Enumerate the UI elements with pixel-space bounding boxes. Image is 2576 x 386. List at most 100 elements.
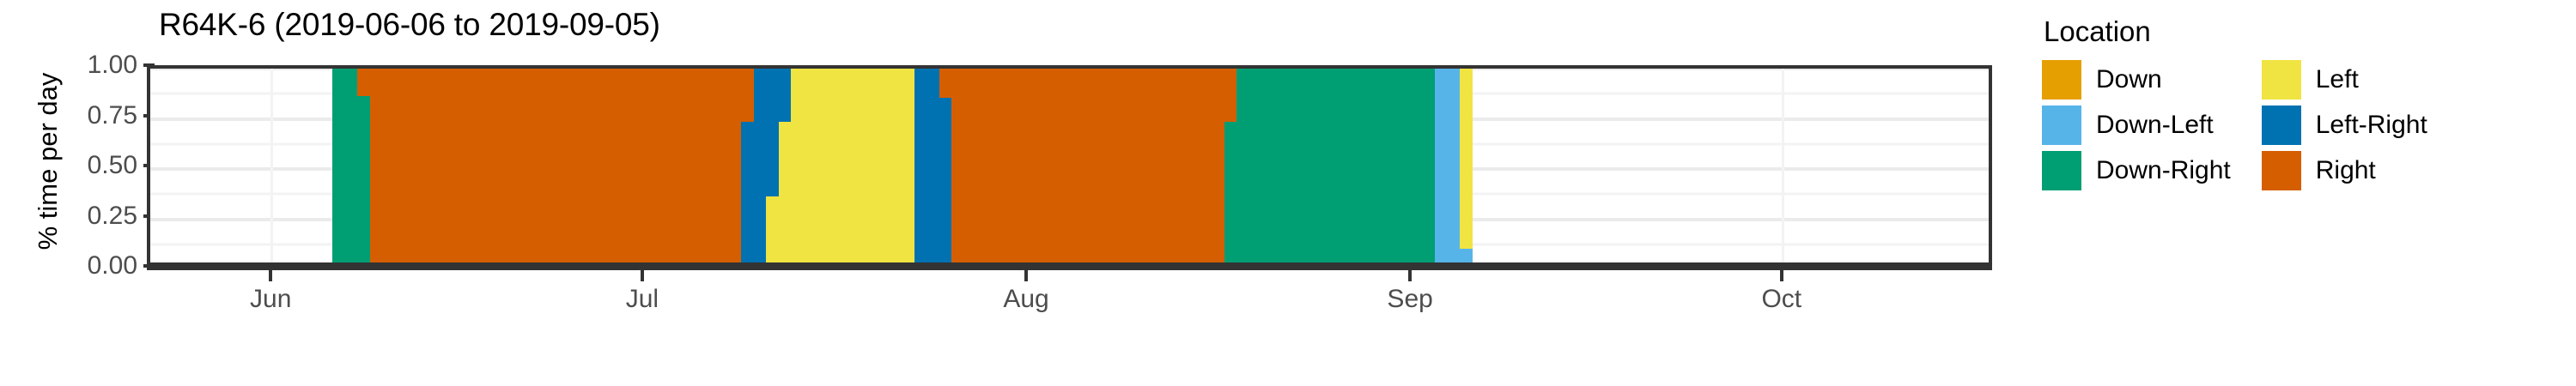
bar-column[interactable] bbox=[1273, 69, 1287, 262]
bar-segment[interactable] bbox=[1261, 69, 1275, 262]
bar-column[interactable] bbox=[344, 69, 358, 262]
bar-segment[interactable] bbox=[444, 69, 458, 262]
bar-segment[interactable] bbox=[1175, 69, 1188, 262]
bar-column[interactable] bbox=[531, 69, 544, 262]
bar-segment[interactable] bbox=[493, 69, 507, 262]
bar-segment[interactable] bbox=[468, 69, 482, 262]
bar-column[interactable] bbox=[1298, 69, 1312, 262]
bar-segment[interactable] bbox=[704, 69, 718, 262]
bar-segment[interactable] bbox=[828, 69, 841, 262]
bar-column[interactable] bbox=[1063, 69, 1077, 262]
legend-item[interactable]: Down bbox=[2042, 60, 2231, 100]
bar-segment[interactable] bbox=[419, 69, 433, 262]
bar-segment[interactable] bbox=[506, 69, 519, 262]
bar-segment[interactable] bbox=[1434, 69, 1448, 262]
bar-segment[interactable] bbox=[1249, 69, 1262, 262]
bar-column[interactable] bbox=[1249, 69, 1262, 262]
bar-segment[interactable] bbox=[1050, 69, 1064, 262]
bar-segment[interactable] bbox=[1348, 69, 1362, 262]
bar-column[interactable] bbox=[1162, 69, 1176, 262]
bar-column[interactable] bbox=[1236, 69, 1250, 262]
bar-column[interactable] bbox=[605, 69, 618, 262]
bar-segment[interactable] bbox=[753, 69, 767, 262]
bar-segment[interactable] bbox=[963, 69, 977, 262]
bar-column[interactable] bbox=[481, 69, 495, 262]
bar-column[interactable] bbox=[382, 69, 396, 262]
bar-segment[interactable] bbox=[543, 69, 556, 262]
bar-column[interactable] bbox=[1397, 69, 1411, 262]
bar-segment[interactable] bbox=[394, 69, 408, 262]
bar-segment[interactable] bbox=[803, 69, 817, 262]
bar-segment[interactable] bbox=[778, 69, 792, 123]
bar-column[interactable] bbox=[815, 69, 829, 262]
bar-segment[interactable] bbox=[1125, 69, 1139, 262]
bar-segment[interactable] bbox=[431, 69, 445, 262]
bar-column[interactable] bbox=[468, 69, 482, 262]
bar-segment[interactable] bbox=[976, 69, 990, 262]
bar-column[interactable] bbox=[1075, 69, 1089, 262]
bar-segment[interactable] bbox=[1212, 69, 1225, 262]
bar-column[interactable] bbox=[679, 69, 693, 262]
bar-column[interactable] bbox=[1447, 69, 1461, 262]
bar-segment[interactable] bbox=[357, 95, 371, 262]
bar-segment[interactable] bbox=[1285, 69, 1299, 262]
bar-segment[interactable] bbox=[790, 69, 804, 262]
bar-segment[interactable] bbox=[1310, 69, 1324, 262]
bar-column[interactable] bbox=[568, 69, 581, 262]
bar-segment[interactable] bbox=[382, 69, 396, 262]
bar-column[interactable] bbox=[1088, 69, 1102, 262]
bar-column[interactable] bbox=[1100, 69, 1114, 262]
bar-column[interactable] bbox=[1224, 69, 1237, 262]
bar-segment[interactable] bbox=[1001, 69, 1015, 262]
bar-column[interactable] bbox=[902, 69, 915, 262]
bar-segment[interactable] bbox=[1459, 248, 1473, 262]
bar-column[interactable] bbox=[1150, 69, 1163, 262]
bar-column[interactable] bbox=[406, 69, 420, 262]
bar-column[interactable] bbox=[1026, 69, 1040, 262]
bar-column[interactable] bbox=[1261, 69, 1275, 262]
bar-column[interactable] bbox=[939, 69, 953, 262]
bar-segment[interactable] bbox=[1088, 69, 1102, 262]
bar-segment[interactable] bbox=[1372, 69, 1386, 262]
bar-segment[interactable] bbox=[815, 69, 829, 262]
bar-column[interactable] bbox=[1360, 69, 1374, 262]
bar-segment[interactable] bbox=[1063, 69, 1077, 262]
bar-column[interactable] bbox=[778, 69, 792, 262]
bar-column[interactable] bbox=[1212, 69, 1225, 262]
bar-segment[interactable] bbox=[766, 69, 780, 196]
bar-column[interactable] bbox=[555, 69, 568, 262]
bar-column[interactable] bbox=[691, 69, 705, 262]
bar-column[interactable] bbox=[1459, 69, 1473, 262]
bar-segment[interactable] bbox=[691, 69, 705, 262]
bar-segment[interactable] bbox=[641, 69, 655, 262]
bar-segment[interactable] bbox=[531, 69, 544, 262]
bar-column[interactable] bbox=[753, 69, 767, 262]
bar-column[interactable] bbox=[1001, 69, 1015, 262]
bar-column[interactable] bbox=[728, 69, 742, 262]
bar-segment[interactable] bbox=[1112, 69, 1126, 262]
bar-segment[interactable] bbox=[1100, 69, 1114, 262]
bar-segment[interactable] bbox=[1137, 69, 1151, 262]
bar-column[interactable] bbox=[914, 69, 928, 262]
bar-column[interactable] bbox=[890, 69, 903, 262]
bar-column[interactable] bbox=[617, 69, 631, 262]
bar-column[interactable] bbox=[1285, 69, 1299, 262]
bar-segment[interactable] bbox=[1026, 69, 1040, 262]
bar-segment[interactable] bbox=[778, 121, 792, 262]
bar-column[interactable] bbox=[1335, 69, 1349, 262]
bar-column[interactable] bbox=[431, 69, 445, 262]
bar-column[interactable] bbox=[1038, 69, 1052, 262]
bar-segment[interactable] bbox=[766, 196, 780, 262]
bar-column[interactable] bbox=[1137, 69, 1151, 262]
bar-column[interactable] bbox=[840, 69, 854, 262]
bar-segment[interactable] bbox=[654, 69, 668, 262]
legend-item[interactable]: Right bbox=[2261, 151, 2427, 190]
bar-column[interactable] bbox=[1372, 69, 1386, 262]
bar-column[interactable] bbox=[493, 69, 507, 262]
bar-column[interactable] bbox=[766, 69, 780, 262]
bar-column[interactable] bbox=[865, 69, 878, 262]
legend-item[interactable]: Left bbox=[2261, 60, 2427, 100]
bar-column[interactable] bbox=[1422, 69, 1436, 262]
bar-column[interactable] bbox=[332, 69, 346, 262]
bar-segment[interactable] bbox=[1162, 69, 1176, 262]
